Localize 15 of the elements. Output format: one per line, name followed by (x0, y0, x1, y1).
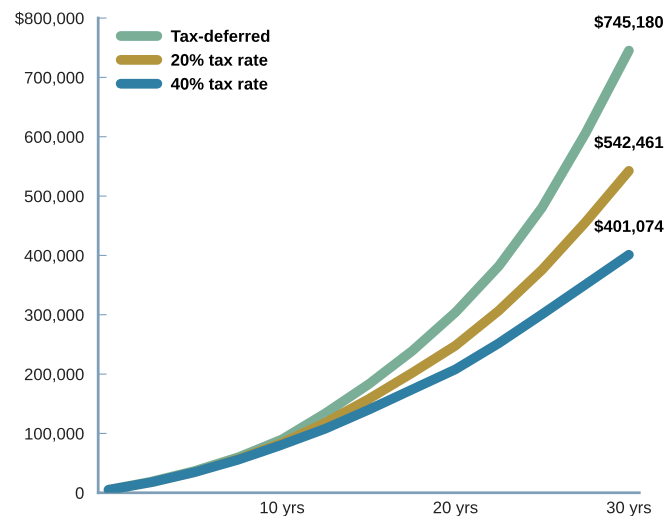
y-tick-label: 500,000 (24, 190, 84, 204)
legend-label: 20% tax rate (171, 54, 268, 66)
y-tick-label: 400,000 (24, 250, 84, 264)
y-tick-label: $800,000 (14, 12, 84, 26)
y-tick-label: 300,000 (24, 309, 84, 323)
y-tick-label: 700,000 (24, 72, 84, 86)
y-tick-label: 200,000 (24, 368, 84, 382)
y-tick-label: 0 (76, 487, 84, 499)
legend-label: 40% tax rate (170, 78, 268, 90)
data-label: $745,180 (594, 15, 663, 30)
y-tick-label: 100,000 (25, 428, 84, 442)
legend-label: Tax-deferred (170, 30, 270, 42)
data-label: $401,074 (594, 220, 664, 234)
y-tick-label: 600,000 (24, 131, 84, 145)
data-label: $542,461 (594, 136, 664, 151)
